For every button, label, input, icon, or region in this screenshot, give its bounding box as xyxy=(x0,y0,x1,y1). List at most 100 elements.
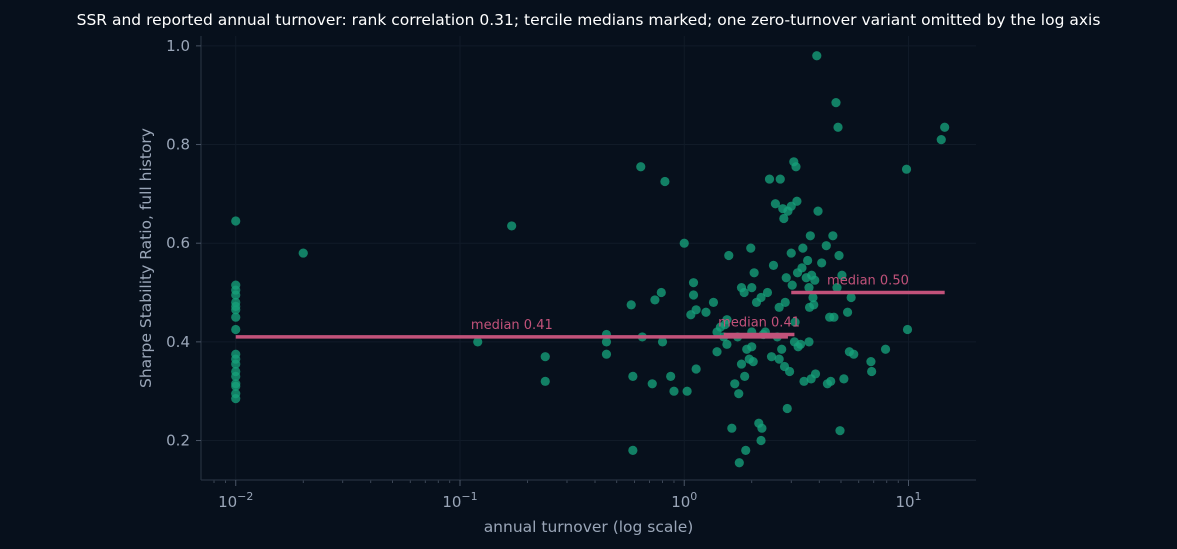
data-point xyxy=(832,283,842,293)
data-point xyxy=(804,337,814,347)
data-point xyxy=(829,312,839,322)
data-point xyxy=(739,287,749,298)
data-point xyxy=(231,359,241,369)
y-axis-label: Sharpe Stability Ratio, full history xyxy=(137,128,155,388)
data-point xyxy=(540,376,550,386)
data-point xyxy=(540,352,550,362)
data-point xyxy=(660,176,670,187)
tercile-medians: median 0.41 median 0.41 median 0.50 xyxy=(235,274,945,339)
data-point xyxy=(770,199,781,209)
data-point xyxy=(781,273,791,283)
data-point xyxy=(901,164,912,174)
x-tick-base: 10 xyxy=(442,493,461,511)
data-point xyxy=(828,231,838,241)
data-point xyxy=(722,315,732,325)
data-point xyxy=(798,243,808,253)
data-point xyxy=(817,258,827,268)
data-point xyxy=(803,255,813,266)
data-point xyxy=(736,359,747,369)
chart-title: SSR and reported annual turnover: rank c… xyxy=(77,11,1101,29)
data-point xyxy=(805,231,815,241)
data-point xyxy=(809,300,819,310)
data-point xyxy=(657,337,668,347)
y-tick-label: 0.4 xyxy=(166,333,190,351)
data-point xyxy=(298,248,308,258)
data-point xyxy=(775,174,785,184)
data-point xyxy=(747,342,757,352)
data-point xyxy=(712,347,722,357)
data-point xyxy=(231,290,241,300)
data-point xyxy=(835,426,845,436)
x-tick-base: 10 xyxy=(671,493,690,511)
median-label: median 0.50 xyxy=(827,274,909,289)
data-point xyxy=(787,280,797,290)
data-point xyxy=(766,352,777,362)
data-points xyxy=(231,51,950,468)
data-point xyxy=(748,357,758,367)
data-point xyxy=(782,403,792,414)
data-point xyxy=(647,379,657,389)
data-point xyxy=(691,364,701,374)
data-point xyxy=(734,458,744,468)
x-tick-label: 10−1 xyxy=(442,490,477,511)
data-point xyxy=(626,300,636,310)
data-point xyxy=(940,122,950,132)
data-point xyxy=(650,295,660,305)
data-point xyxy=(231,305,241,315)
data-point xyxy=(795,339,806,349)
x-tick-base: 10 xyxy=(895,493,914,511)
data-point xyxy=(747,283,757,293)
data-point xyxy=(701,307,711,317)
x-tick-exponent: −2 xyxy=(237,490,253,503)
median-label: median 0.41 xyxy=(471,318,553,333)
data-point xyxy=(867,366,877,377)
data-point xyxy=(741,445,751,455)
data-point xyxy=(849,349,859,359)
data-point xyxy=(724,250,734,261)
data-point xyxy=(777,344,787,354)
x-tick-label: 101 xyxy=(895,490,921,511)
data-point xyxy=(837,270,847,280)
data-point xyxy=(231,324,241,335)
data-point xyxy=(628,371,638,381)
data-point xyxy=(779,213,789,224)
data-point xyxy=(231,381,241,391)
x-tick-base: 10 xyxy=(218,493,237,511)
data-point xyxy=(722,339,732,349)
data-point xyxy=(669,386,679,396)
x-tick-exponent: 0 xyxy=(690,490,697,503)
data-point xyxy=(691,305,701,315)
data-point xyxy=(688,290,699,300)
y-tick-label: 0.6 xyxy=(166,234,190,252)
data-point xyxy=(666,371,676,381)
data-point xyxy=(746,243,756,253)
data-point xyxy=(810,275,820,285)
data-point xyxy=(833,122,843,132)
data-point xyxy=(768,260,779,270)
data-point xyxy=(679,238,689,248)
data-point xyxy=(834,250,844,261)
data-point xyxy=(846,292,856,303)
x-tick-label: 10−2 xyxy=(218,490,253,511)
x-axis-ticks: 10−2 10−1 100 101 xyxy=(218,480,922,511)
y-axis-ticks: 0.2 0.4 0.6 0.8 1.0 xyxy=(166,37,201,450)
x-tick-label: 100 xyxy=(671,490,697,511)
data-point xyxy=(231,394,241,404)
data-point xyxy=(792,196,802,206)
data-point xyxy=(780,297,790,307)
data-point xyxy=(688,278,699,288)
data-point xyxy=(231,216,241,226)
data-point xyxy=(812,51,822,61)
grid-lines xyxy=(201,36,976,480)
data-point xyxy=(808,292,818,303)
data-point xyxy=(507,221,517,231)
data-point xyxy=(727,423,737,433)
data-point xyxy=(821,241,831,251)
data-point xyxy=(784,366,795,377)
data-point xyxy=(749,268,759,278)
data-point xyxy=(831,98,841,108)
data-point xyxy=(902,324,913,335)
data-point xyxy=(799,376,809,386)
data-point xyxy=(810,369,821,379)
data-point xyxy=(791,162,801,172)
